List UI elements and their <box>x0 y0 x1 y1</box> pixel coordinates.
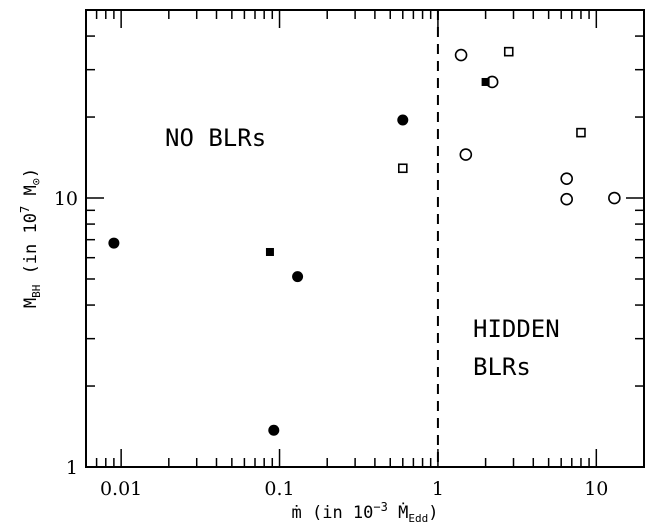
region-labels: NO BLRs HIDDEN BLRs <box>165 124 560 381</box>
open-square-point <box>397 163 408 174</box>
tick-labels: 0.01 0.1 1 10 1 10 <box>54 188 609 500</box>
axis-ticks <box>85 9 645 468</box>
y-axis-title: MBH (in 107 M⊙) <box>18 168 43 308</box>
region-label: NO BLRs <box>165 124 266 152</box>
open-circle-point <box>459 148 473 161</box>
open-circle-point <box>454 48 468 62</box>
y-tick-label: 1 <box>66 457 78 479</box>
open-circle-point <box>560 172 573 185</box>
filled-square-point <box>265 247 274 256</box>
y-tick-label: 10 <box>54 188 78 210</box>
filled-circle-point <box>268 424 280 436</box>
data-points <box>108 46 621 436</box>
open-square-point <box>503 46 514 57</box>
open-square-point <box>576 127 586 138</box>
x-tick-label: 0.1 <box>264 478 294 500</box>
x-tick-label: 0.01 <box>100 478 142 500</box>
x-axis-title: ṁ (in 10−3 ṀEdd) <box>292 500 439 525</box>
open-circle-point <box>560 192 573 206</box>
open-circle-point <box>608 191 621 205</box>
open-circle-point <box>485 75 499 89</box>
filled-circle-point <box>397 114 409 126</box>
filled-circle-point <box>292 271 304 283</box>
x-tick-label: 1 <box>432 478 444 500</box>
filled-circle-point <box>108 237 120 249</box>
filled-square-point <box>481 77 490 86</box>
plot-frame <box>85 9 645 468</box>
region-label: HIDDEN BLRs <box>473 315 560 381</box>
x-tick-label: 10 <box>584 478 608 500</box>
